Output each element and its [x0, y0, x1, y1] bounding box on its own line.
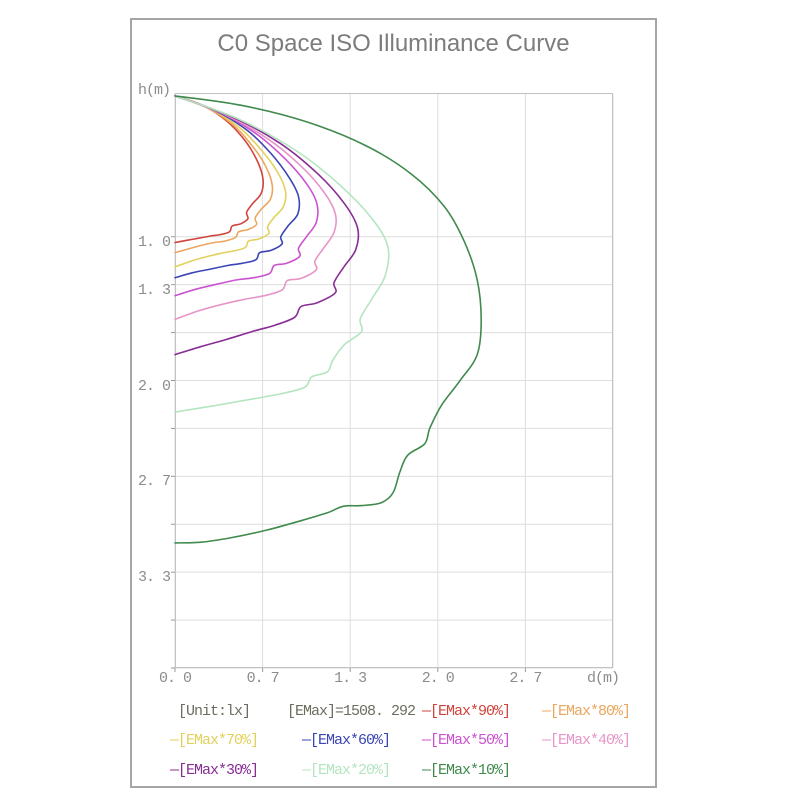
legend-item-emax-60: —[EMax*60%]	[302, 732, 391, 749]
legend-item-emax-70: —[EMax*70%]	[170, 732, 259, 749]
curve-emax-10	[174, 95, 483, 544]
x-axis-title: d(m)	[586, 670, 620, 687]
plot-area	[171, 93, 614, 672]
y-tick-label: 3. 3	[137, 569, 171, 587]
x-tick-label: 0. 0	[158, 670, 192, 687]
legend-item-emax-30: —[EMax*30%]	[170, 762, 259, 779]
x-tick-label: 2. 7	[509, 670, 542, 687]
curve-emax-60	[174, 95, 301, 279]
x-tick-label: 0. 7	[246, 670, 280, 687]
x-tick-label: 2. 0	[421, 670, 455, 687]
curve-emax-50	[174, 95, 319, 297]
curve-emax-90	[174, 95, 264, 244]
legend-item-emax-10: —[EMax*10%]	[422, 762, 511, 779]
legend-item-emax-90: —[EMax*90%]	[422, 703, 511, 720]
y-tick-label: 2. 7	[137, 473, 171, 491]
chart-title: C0 Space ISO Illuminance Curve	[217, 30, 570, 57]
y-tick-label: 1. 3	[137, 281, 171, 299]
y-tick-label: 1. 0	[137, 233, 171, 251]
iso-illuminance-canvas	[171, 93, 614, 672]
legend-item-emax-50: —[EMax*50%]	[422, 732, 511, 749]
legend-item-emax-40: —[EMax*40%]	[542, 732, 631, 749]
curve-emax-70	[174, 95, 287, 268]
x-tick-label: 1. 3	[334, 670, 367, 687]
curve-emax-40	[174, 95, 338, 321]
y-axis-title: h(m)	[137, 82, 171, 99]
legend-item-unit: [Unit:lx]	[178, 703, 251, 720]
y-tick-label: 2. 0	[137, 377, 171, 395]
legend-item-emax-80: —[EMax*80%]	[542, 703, 631, 720]
legend-item-emax-20: —[EMax*20%]	[302, 762, 391, 779]
curve-emax-30	[174, 95, 360, 356]
plot-frame	[175, 93, 613, 668]
curve-emax-80	[174, 95, 274, 254]
report-page: C0 Space ISO Illuminance Curve h(m) 1. 0 1…	[130, 18, 657, 788]
curve-emax-20	[174, 95, 390, 413]
legend-item-emax: [EMax]=1508. 292	[287, 703, 416, 720]
